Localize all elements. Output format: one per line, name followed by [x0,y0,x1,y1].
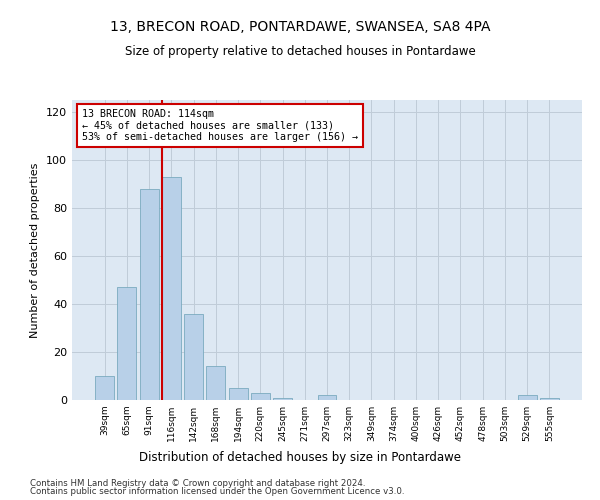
Bar [229,388,248,400]
Text: 13, BRECON ROAD, PONTARDAWE, SWANSEA, SA8 4PA: 13, BRECON ROAD, PONTARDAWE, SWANSEA, SA… [110,20,490,34]
Bar [251,393,270,400]
Bar [317,395,337,400]
Text: 13 BRECON ROAD: 114sqm
← 45% of detached houses are smaller (133)
53% of semi-de: 13 BRECON ROAD: 114sqm ← 45% of detached… [82,109,358,142]
Y-axis label: Number of detached properties: Number of detached properties [31,162,40,338]
Bar [206,366,225,400]
Bar [518,395,536,400]
Text: Contains HM Land Registry data © Crown copyright and database right 2024.: Contains HM Land Registry data © Crown c… [30,478,365,488]
Bar [140,189,158,400]
Text: Size of property relative to detached houses in Pontardawe: Size of property relative to detached ho… [125,45,475,58]
Text: Distribution of detached houses by size in Pontardawe: Distribution of detached houses by size … [139,451,461,464]
Bar [95,376,114,400]
Bar [118,287,136,400]
Text: Contains public sector information licensed under the Open Government Licence v3: Contains public sector information licen… [30,487,404,496]
Bar [162,177,181,400]
Bar [540,398,559,400]
Bar [273,398,292,400]
Bar [184,314,203,400]
